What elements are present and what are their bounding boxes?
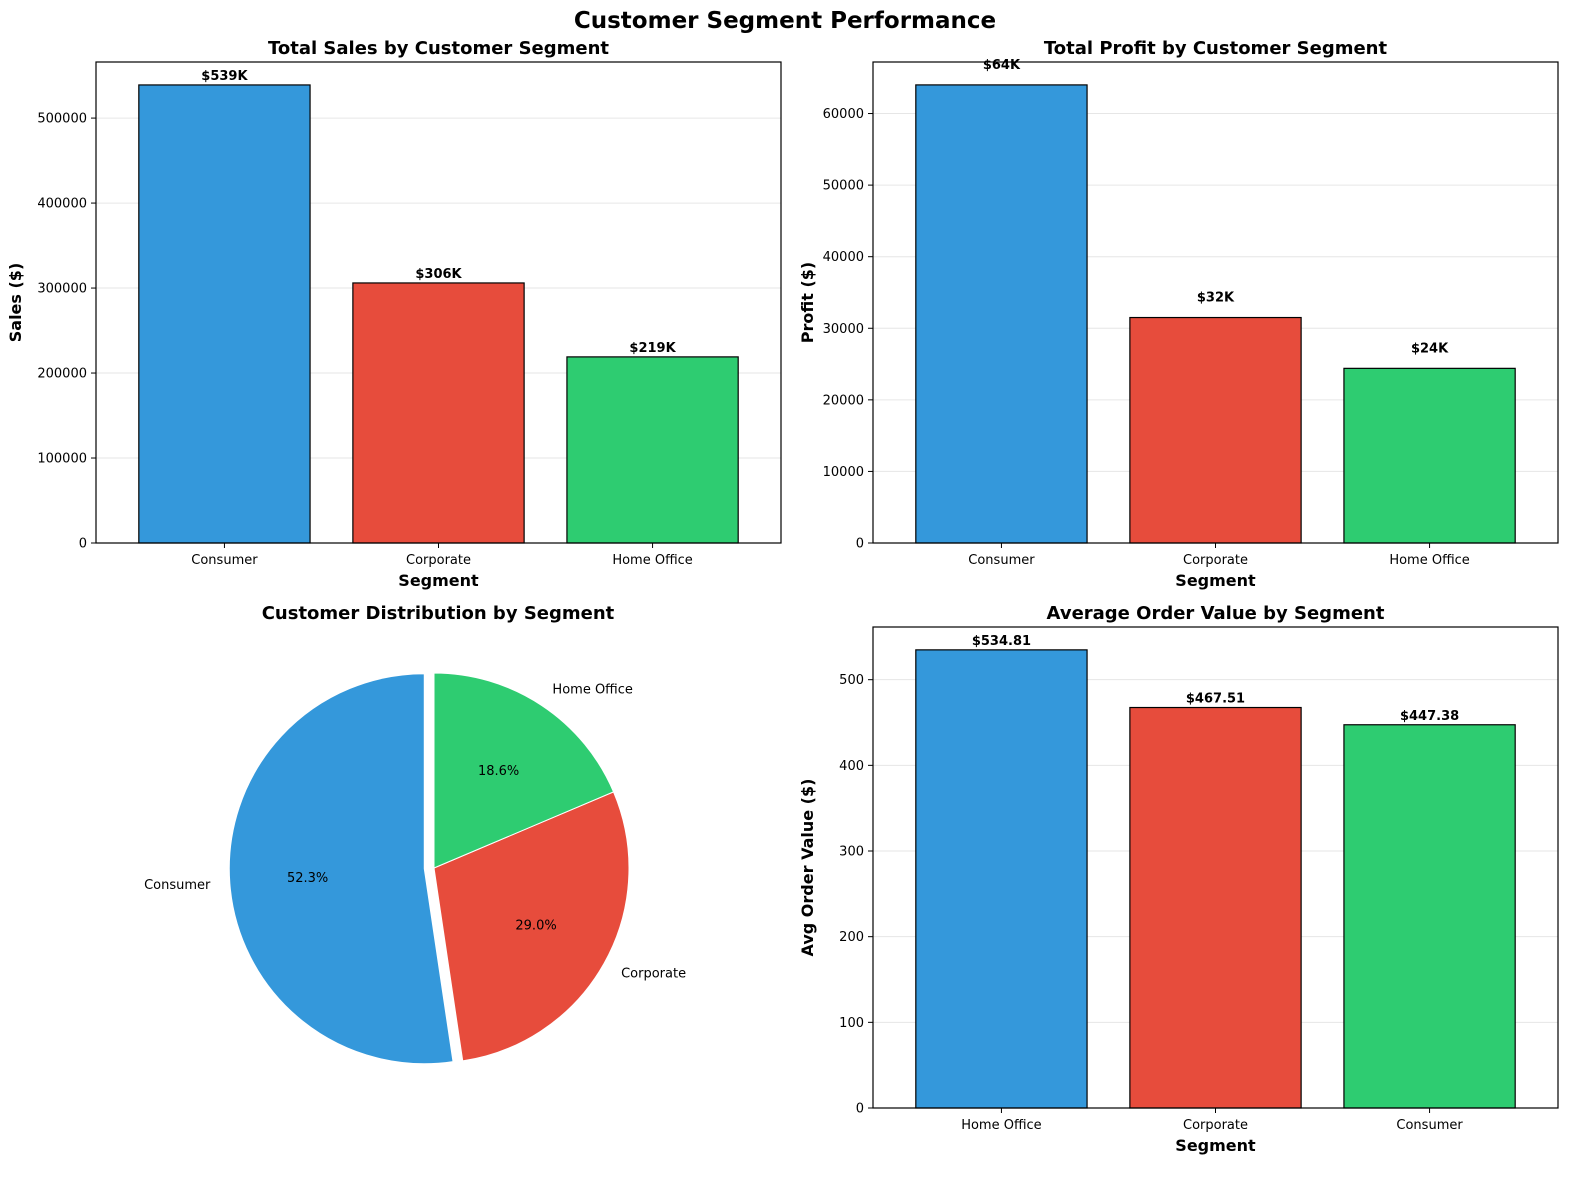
bar-consumer <box>138 84 311 544</box>
pie-percent-label: 52.3% <box>287 871 328 886</box>
bar-consumer <box>915 84 1088 544</box>
y-tick-label: 500000 <box>37 112 87 127</box>
x-tick-label: Consumer <box>1396 1118 1463 1133</box>
bar-value-label: $447.38 <box>1400 709 1459 724</box>
x-tick-label: Home Office <box>1389 553 1469 568</box>
y-tick-label: 300 <box>839 845 864 860</box>
chart-title: Customer Distribution by Segment <box>262 603 615 624</box>
y-tick-label: 300000 <box>37 282 87 297</box>
y-tick-label: 200 <box>839 930 864 945</box>
bar-value-label: $467.51 <box>1186 692 1245 707</box>
x-tick-label: Corporate <box>1183 1118 1248 1133</box>
bar-chart-1: $539K Consumer $306K Corporate $219K Home Off… <box>6 38 782 590</box>
bar-value-label: $534.81 <box>972 634 1031 649</box>
pie-slice-home-office <box>433 672 615 869</box>
bar-chart-4: $534.81 Home Office $467.51 Corporate $447.3… <box>798 603 1559 1155</box>
y-tick-label: 30000 <box>823 322 864 337</box>
y-tick-label: 500 <box>839 673 864 688</box>
bar-value-label: $64K <box>983 58 1021 73</box>
x-tick-label: Home Office <box>612 553 692 568</box>
y-tick-label: 0 <box>856 537 864 552</box>
bar-consumer <box>1343 724 1516 1109</box>
bar-chart-2: $64K Consumer $32K Corporate $24K Home Office… <box>798 38 1559 590</box>
pie-percent-label: 18.6% <box>478 764 519 779</box>
chart-title: Total Profit by Customer Segment <box>1044 38 1388 59</box>
pie-slice-label: Corporate <box>621 966 686 981</box>
bar-value-label: $539K <box>201 69 248 84</box>
plot-frame <box>872 626 1559 1109</box>
bar-value-label: $219K <box>629 341 676 356</box>
bar-home-office <box>915 649 1088 1109</box>
bar-value-label: $24K <box>1411 341 1449 356</box>
bar-corporate <box>1129 316 1302 544</box>
chart-title: Total Sales by Customer Segment <box>268 38 609 59</box>
pie-percent-label: 29.0% <box>515 919 556 934</box>
bar-home-office <box>566 356 739 544</box>
pie-slice-consumer <box>228 673 454 1065</box>
x-tick-label: Corporate <box>1183 553 1248 568</box>
y-tick-label: 200000 <box>37 367 87 382</box>
figure-title: Customer Segment Performance <box>574 8 996 34</box>
x-tick-label: Consumer <box>191 553 258 568</box>
x-axis-label: Segment <box>1175 571 1256 590</box>
y-tick-label: 40000 <box>823 250 864 265</box>
y-tick-label: 20000 <box>823 393 864 408</box>
pie-slice-label: Consumer <box>144 878 211 893</box>
pie-chart: Consumer 52.3% Corporate 29.0% Home Office 18… <box>144 603 686 1065</box>
x-tick-label: Consumer <box>968 553 1035 568</box>
bar-home-office <box>1343 367 1516 544</box>
bar-value-label: $32K <box>1197 291 1235 306</box>
y-tick-label: 50000 <box>823 179 864 194</box>
x-axis-label: Segment <box>398 571 479 590</box>
chart-panels: $539K Consumer $306K Corporate $219K Home Off… <box>6 38 1559 1155</box>
bar-corporate <box>1129 706 1302 1109</box>
y-tick-label: 0 <box>79 537 87 552</box>
y-tick-label: 400000 <box>37 197 87 212</box>
plot-frame <box>95 61 782 544</box>
x-tick-label: Corporate <box>406 553 471 568</box>
pie-slice-label: Home Office <box>552 683 632 698</box>
y-tick-label: 60000 <box>823 107 864 122</box>
y-tick-label: 0 <box>856 1102 864 1117</box>
bar-corporate <box>352 282 525 544</box>
y-axis-label: Avg Order Value ($) <box>798 779 817 957</box>
x-tick-label: Home Office <box>961 1118 1041 1133</box>
y-axis-label: Profit ($) <box>798 262 817 343</box>
x-axis-label: Segment <box>1175 1136 1256 1155</box>
bar-value-label: $306K <box>415 267 462 282</box>
pie-slice-corporate <box>433 791 630 1062</box>
y-axis-label: Sales ($) <box>6 263 25 343</box>
y-tick-label: 100 <box>839 1016 864 1031</box>
y-tick-label: 100000 <box>37 452 87 467</box>
plot-frame <box>872 61 1559 544</box>
y-tick-label: 400 <box>839 759 864 774</box>
chart-title: Average Order Value by Segment <box>1047 603 1385 624</box>
y-tick-label: 10000 <box>823 465 864 480</box>
